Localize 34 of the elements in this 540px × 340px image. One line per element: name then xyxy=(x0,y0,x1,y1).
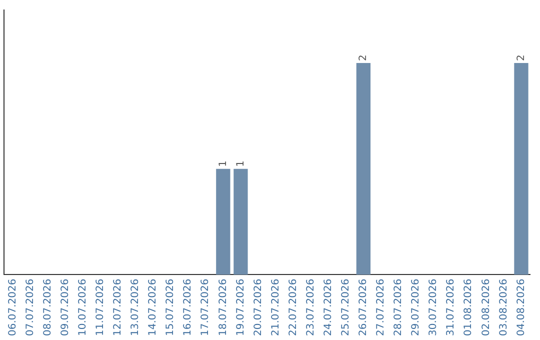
x-tick-label: 17.07.2026 xyxy=(200,278,212,336)
x-tick-label: 11.07.2026 xyxy=(95,278,106,336)
x-tick-label: 15.07.2026 xyxy=(165,278,176,336)
x-tick-label: 09.07.2026 xyxy=(60,278,71,336)
x-tick-label: 26.07.2026 xyxy=(358,278,370,336)
data-label: 1 xyxy=(218,160,229,167)
x-tick-label: 19.07.2026 xyxy=(235,278,246,336)
data-label: 1 xyxy=(235,160,246,167)
x-tick-label: 04.08.2026 xyxy=(516,278,527,336)
x-tick-label: 23.07.2026 xyxy=(305,278,316,336)
x-tick-label: 10.07.2026 xyxy=(77,278,88,336)
x-tick-label: 30.07.2026 xyxy=(428,278,440,336)
x-tick-label: 12.07.2026 xyxy=(112,278,124,336)
x-tick-label: 24.07.2026 xyxy=(322,278,334,336)
x-tick-label: 22.07.2026 xyxy=(288,278,299,336)
data-label: 2 xyxy=(358,54,370,61)
x-tick-label: 02.08.2026 xyxy=(480,278,492,336)
data-label: 2 xyxy=(516,54,527,61)
x-tick-label: 14.07.2026 xyxy=(148,278,159,336)
x-tick-label: 28.07.2026 xyxy=(393,278,404,336)
x-tick-label: 27.07.2026 xyxy=(376,278,387,336)
x-tick-label: 29.07.2026 xyxy=(410,278,422,336)
x-tick-label: 07.07.2026 xyxy=(24,278,36,336)
x-tick-label: 20.07.2026 xyxy=(252,278,264,336)
x-tick-label: 31.07.2026 xyxy=(446,278,457,336)
x-tick-label: 03.08.2026 xyxy=(498,278,510,336)
x-tick-label: 25.07.2026 xyxy=(340,278,352,336)
x-tick-label: 08.07.2026 xyxy=(42,278,54,336)
x-tick-label: 21.07.2026 xyxy=(270,278,282,336)
x-tick-label: 18.07.2026 xyxy=(218,278,229,336)
x-tick-label: 06.07.2026 xyxy=(7,278,18,336)
x-tick-label: 13.07.2026 xyxy=(130,278,142,336)
x-tick-label: 16.07.2026 xyxy=(182,278,194,336)
x-tick-label: 01.08.2026 xyxy=(463,278,474,336)
